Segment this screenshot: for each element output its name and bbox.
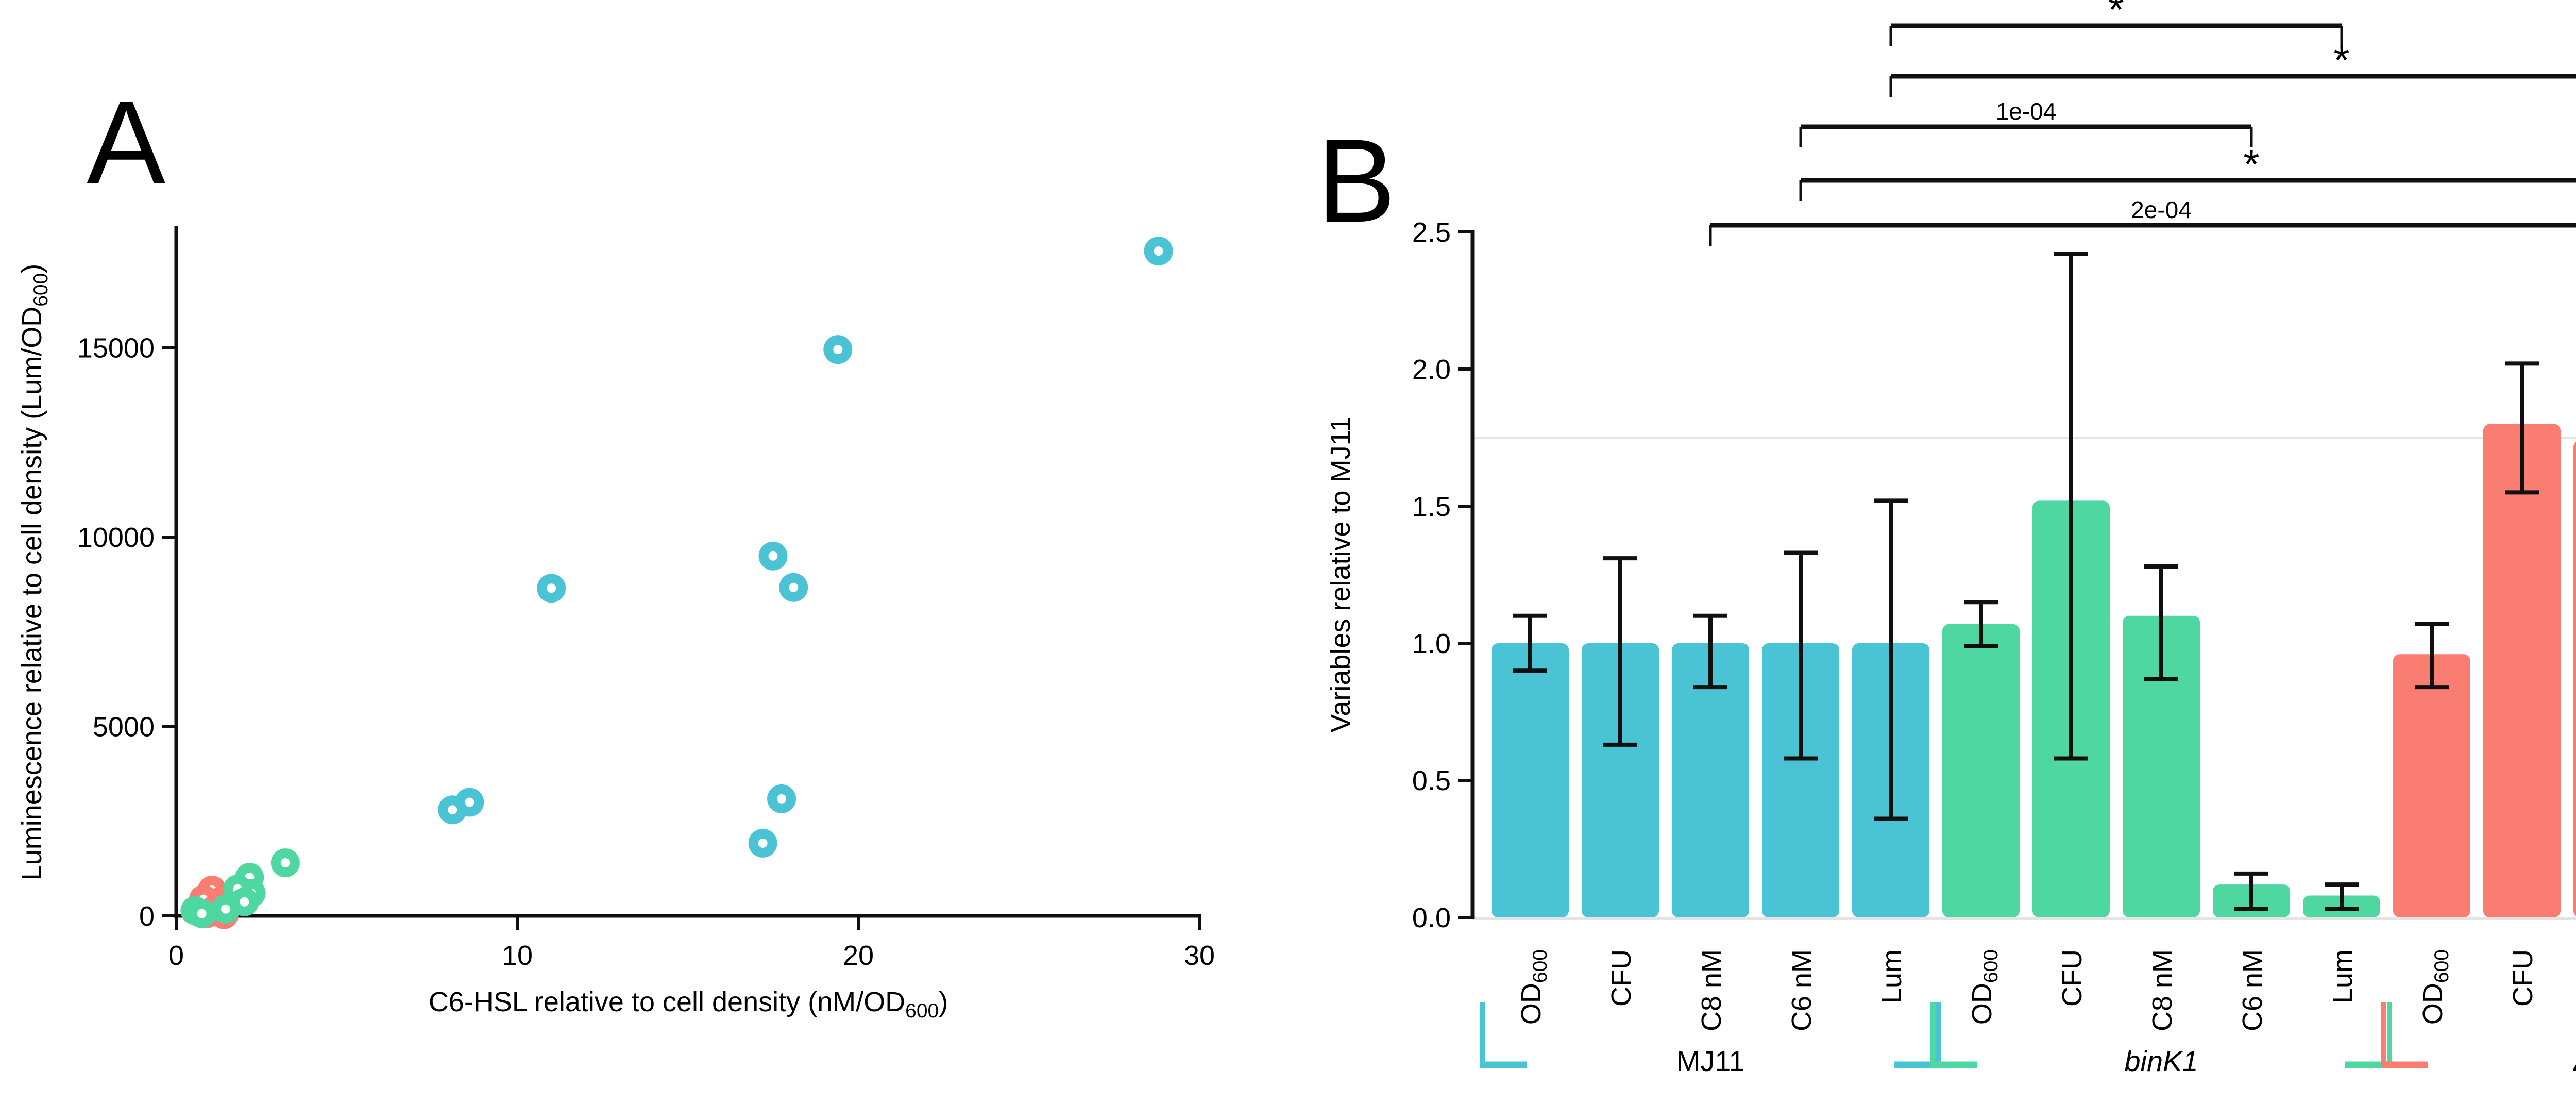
bar-category-label: OD600​	[1967, 949, 2002, 1025]
y-tick-label: 10000	[77, 522, 155, 553]
scatter-point-hole	[280, 858, 290, 868]
x-tick-label: 20	[843, 940, 874, 971]
series-MJ11	[223, 237, 1173, 911]
x-axis-title: C6-HSL relative to cell density (nM/OD60…	[429, 987, 948, 1022]
bar-category-label: C6 nM	[1786, 949, 1817, 1031]
bar-category-label: OD600​	[2417, 949, 2453, 1025]
group-label: MJ11	[1676, 1045, 1745, 1077]
sig-label: 2e-04	[2131, 196, 2192, 223]
x-tick-label: 0	[168, 940, 184, 971]
bar	[2483, 424, 2561, 917]
panel-b-bars: 0.0 0.5 1.0 1.5 2.0 2.5 Variables relative to …	[1325, 0, 2576, 1077]
sig-label: *	[2333, 37, 2349, 83]
bar-category-label: CFU	[2507, 949, 2538, 1007]
y-tick-label: 2.0	[1412, 354, 1451, 385]
bar-group-1: OD600​ CFU C8 nM C6 nM Lum	[1492, 498, 1929, 1031]
panel-b-label: B	[1317, 114, 1396, 247]
y-tick-label: 2.5	[1412, 217, 1451, 248]
y-tick-label: 0.5	[1412, 765, 1451, 796]
bar	[2393, 654, 2470, 917]
scatter-point-hole	[833, 345, 843, 355]
y-axis-title: Variables relative to MJ11	[1325, 416, 1356, 732]
significance-bracket: 1e-04	[1799, 98, 2253, 147]
series-binK1	[180, 848, 300, 928]
significance-bracket: *	[1889, 37, 2576, 97]
x-tick-label: 30	[1184, 940, 1215, 971]
group-label: ΔbinK	[2572, 1045, 2576, 1077]
y-tick-label: 0	[139, 901, 155, 932]
bar-category-label: Lum	[1876, 949, 1907, 1004]
significance-bracket: *	[1799, 141, 2576, 201]
scatter-point-hole	[221, 904, 230, 914]
bar-category-label: C6 nM	[2237, 949, 2268, 1031]
bar	[2123, 615, 2200, 917]
scatter-point-hole	[768, 551, 778, 561]
bar	[1672, 643, 1749, 917]
bar	[1942, 624, 2020, 917]
x-tick-label: 10	[502, 940, 533, 971]
y-tick-label: 1.0	[1412, 628, 1451, 659]
bar	[1492, 643, 1569, 917]
scatter-point-hole	[777, 794, 787, 804]
y-tick-label: 1.5	[1412, 491, 1451, 522]
scatter-point-hole	[1154, 246, 1163, 256]
group-label: binK1	[2124, 1045, 2198, 1077]
panel-a-label: A	[87, 76, 165, 209]
scatter-point-hole	[758, 838, 768, 848]
bar-category-label: CFU	[1606, 949, 1637, 1007]
y-axis-title: Luminescence relative to cell density (L…	[16, 264, 52, 881]
bar-category-label: OD600​	[1516, 949, 1551, 1025]
bar-group-2: OD600​ CFU C8 nM C6 nM Lum	[1942, 252, 2380, 1031]
bar	[1762, 643, 1839, 917]
bar-category-label: CFU	[2057, 949, 2088, 1007]
bar	[1582, 643, 1659, 917]
scatter-point-hole	[465, 797, 474, 807]
y-tick-label: 15000	[77, 333, 155, 364]
scatter-point-hole	[448, 805, 457, 815]
bar-category-label: C8 nM	[2147, 949, 2178, 1031]
group-bracket-3	[2381, 1002, 2428, 1068]
significance-bracket: 2e-04	[1709, 196, 2576, 246]
sig-label: *	[2108, 0, 2124, 32]
scatter-point-hole	[197, 909, 207, 918]
sig-label: 1e-04	[1996, 98, 2057, 125]
scatter-point-hole	[547, 583, 556, 593]
y-tick-label: 5000	[93, 712, 155, 743]
bar-category-label: Lum	[2327, 949, 2358, 1004]
panel-a-scatter: 0 10 20 30 0 5000 10000 15000 C6-HSL relative to…	[16, 226, 1215, 1022]
sig-label: *	[2243, 141, 2259, 187]
significance-bracket: *	[1889, 0, 2343, 46]
scatter-point-hole	[240, 897, 249, 907]
bar-category-label: C8 nM	[1696, 949, 1727, 1031]
y-tick-label: 0.0	[1412, 902, 1451, 933]
bar	[2573, 442, 2576, 916]
scatter-point-hole	[789, 582, 799, 592]
